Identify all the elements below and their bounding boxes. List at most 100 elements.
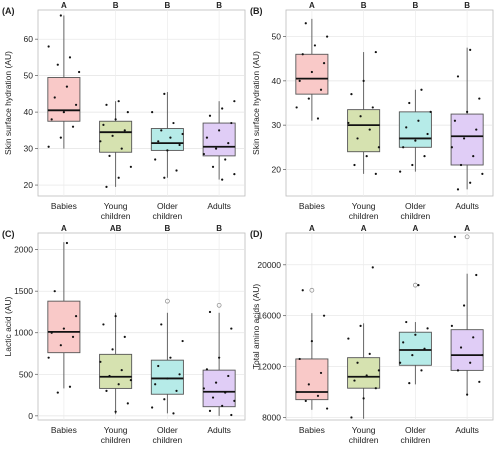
data-point <box>53 290 56 293</box>
data-point <box>175 169 178 172</box>
data-point <box>208 310 212 314</box>
data-point <box>230 413 233 417</box>
box-1 <box>295 18 329 121</box>
panel-letter: (C) <box>2 229 15 239</box>
data-point <box>426 132 429 136</box>
data-point <box>307 383 310 386</box>
data-point <box>123 129 126 132</box>
data-point <box>414 139 417 142</box>
data-point <box>154 383 157 386</box>
x-tick-label-line: children <box>152 211 182 221</box>
y-tick-label: 0 <box>28 411 33 421</box>
data-point <box>214 147 218 150</box>
box-3 <box>398 282 432 385</box>
data-point <box>74 103 78 106</box>
box-iqr <box>398 111 432 148</box>
y-tick-label: 50 <box>24 71 34 81</box>
data-point <box>362 79 365 82</box>
outlier-point <box>165 298 170 304</box>
x-tick-label: Babies <box>299 201 325 211</box>
data-point <box>129 165 132 168</box>
data-point <box>374 172 377 175</box>
data-point <box>68 56 72 59</box>
data-point <box>151 406 154 409</box>
x-tick-label-line: children <box>101 435 131 445</box>
data-point <box>154 158 157 161</box>
data-point <box>230 327 233 330</box>
data-point <box>99 360 102 363</box>
data-point <box>353 379 356 382</box>
data-point <box>472 336 475 339</box>
data-point <box>319 88 323 91</box>
significance-letter: B <box>164 1 170 10</box>
data-point <box>365 374 368 377</box>
data-point <box>120 147 123 150</box>
y-tick-label: 30 <box>272 120 282 130</box>
data-point <box>420 88 423 91</box>
significance-letter: B <box>164 224 170 233</box>
data-point <box>313 44 317 47</box>
y-tick-label: 40 <box>272 76 282 86</box>
data-point <box>408 382 411 385</box>
data-point <box>50 118 53 121</box>
significance-letter: B <box>216 1 222 10</box>
data-point <box>301 53 304 56</box>
data-point <box>472 155 475 158</box>
data-point <box>453 119 457 122</box>
data-point <box>123 335 126 338</box>
y-tick-label: 1000 <box>14 328 33 338</box>
data-point <box>202 387 205 390</box>
x-tick-label-line: Older <box>157 425 178 435</box>
data-point <box>227 142 230 145</box>
data-point <box>102 323 105 326</box>
data-point <box>462 304 466 307</box>
x-tick-label: Babies <box>299 425 325 435</box>
y-axis-label: Skin surface hydration (AU) <box>3 51 13 155</box>
y-tick-label: 30 <box>24 144 34 154</box>
x-tick-label-line: Older <box>405 425 426 435</box>
data-point <box>172 121 175 125</box>
box-iqr <box>450 329 484 371</box>
x-tick-label-line: children <box>400 211 430 221</box>
box-iqr <box>295 53 329 95</box>
data-point <box>359 115 362 118</box>
y-axis-label: Total amino acids (AU) <box>251 284 261 370</box>
chart-panel-1: 20 30 40 50 60 (A) Skin surface hydration (AU)… <box>2 1 246 221</box>
data-point <box>224 158 227 161</box>
data-point <box>295 106 298 109</box>
x-tick-label-line: Babies <box>299 201 325 211</box>
data-point <box>429 110 432 113</box>
data-point <box>74 315 78 318</box>
data-point <box>175 389 178 393</box>
data-point <box>307 97 310 100</box>
data-point <box>163 398 166 401</box>
data-point <box>47 145 50 148</box>
data-point <box>368 128 371 131</box>
x-tick-label-line: Adults <box>207 425 231 435</box>
data-point <box>126 402 129 405</box>
data-point <box>347 337 350 340</box>
x-tick-label-line: Adults <box>455 201 479 211</box>
data-point <box>298 79 301 82</box>
x-tick-label-line: children <box>349 435 379 445</box>
data-point <box>218 356 221 359</box>
data-point <box>126 111 129 114</box>
x-tick-label: Young children <box>349 425 379 445</box>
data-point <box>105 185 108 188</box>
data-point <box>347 121 350 125</box>
significance-letter: B <box>216 224 222 233</box>
data-point <box>326 407 329 410</box>
data-point <box>459 346 463 349</box>
data-point <box>405 320 408 324</box>
x-tick-label-line: children <box>152 435 182 445</box>
data-point <box>417 119 420 122</box>
data-point <box>102 123 105 126</box>
box-2 <box>99 312 133 415</box>
data-point <box>214 381 218 384</box>
data-point <box>221 178 224 181</box>
box-iqr <box>47 300 81 354</box>
data-point <box>374 50 377 54</box>
panel-letter: (A) <box>2 6 15 16</box>
data-point <box>326 35 329 38</box>
data-point <box>56 391 59 394</box>
